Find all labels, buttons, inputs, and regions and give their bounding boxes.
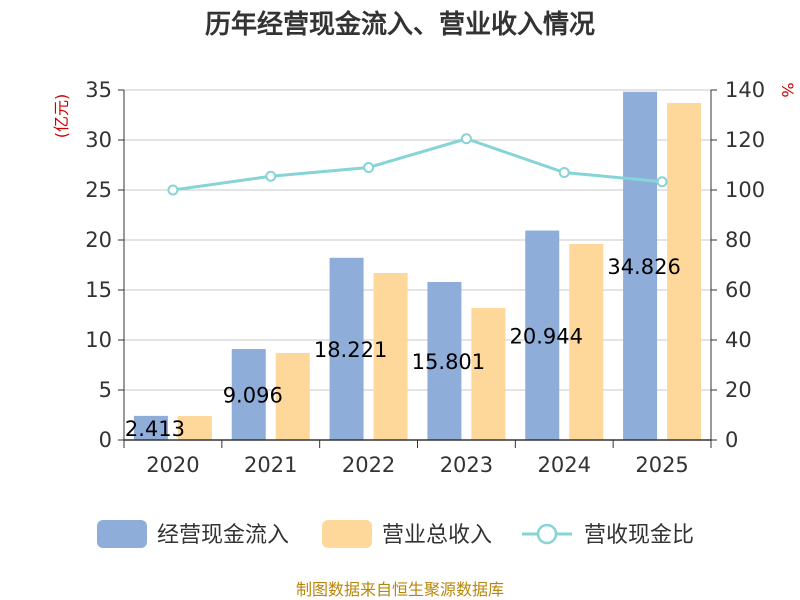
- x-tick-label: 2020: [146, 453, 199, 477]
- x-tick-label: 2022: [342, 453, 395, 477]
- bar-data-label: 15.801: [412, 350, 485, 374]
- ratio-point: [265, 170, 277, 182]
- ratio-point: [656, 176, 668, 188]
- line-layer: [167, 133, 668, 196]
- ratio-point: [460, 133, 472, 145]
- ratio-line: [172, 137, 663, 192]
- left-tick-label: 15: [85, 278, 112, 302]
- right-tick-label: 100: [725, 178, 765, 202]
- bar-revenue: [373, 273, 408, 440]
- left-tick-label: 30: [85, 128, 112, 152]
- legend-label: 营业总收入: [382, 523, 492, 548]
- left-axis-unit: (亿元): [52, 94, 71, 139]
- bar-revenue: [177, 416, 212, 440]
- ratio-point: [167, 184, 179, 196]
- bar-data-label: 18.221: [314, 338, 387, 362]
- bar-data-label: 34.826: [607, 255, 680, 279]
- bar-revenue: [569, 244, 604, 440]
- legend-swatch: [322, 520, 372, 548]
- right-axis-unit: %: [778, 82, 797, 97]
- source-note: 制图数据来自恒生聚源数据库: [296, 580, 504, 599]
- bar-revenue: [667, 103, 702, 440]
- ratio-point: [558, 167, 570, 178]
- bar-data-label: 20.944: [510, 324, 583, 348]
- bar-cash-inflow: [231, 349, 266, 440]
- bar-cash-inflow: [525, 230, 560, 440]
- bar-revenue: [471, 308, 506, 440]
- ratio-point: [363, 162, 375, 173]
- bar-revenue: [275, 353, 310, 440]
- bar-data-label: 9.096: [223, 384, 283, 408]
- x-tick-label: 2023: [440, 453, 493, 477]
- left-tick-label: 5: [99, 378, 112, 402]
- left-tick-label: 0: [99, 428, 112, 452]
- chart-title: 历年经营现金流入、营业收入情况: [205, 9, 595, 40]
- legend-label: 营收现金比: [584, 523, 694, 548]
- legend-label: 经营现金流入: [157, 523, 289, 548]
- x-tick-label: 2025: [635, 453, 688, 477]
- bars-layer: [133, 91, 702, 441]
- bar-data-label: 2.413: [125, 417, 185, 441]
- legend-line-marker: [536, 523, 558, 545]
- legend: 经营现金流入 营业总收入 营收现金比: [97, 520, 694, 548]
- right-tick-label: 140: [725, 78, 765, 102]
- grid-lines: [124, 89, 711, 391]
- data-labels-layer: 2.413 9.096 18.221 15.801 20.944 34.826: [125, 255, 681, 441]
- right-tick-label: 0: [725, 428, 738, 452]
- right-tick-label: 60: [725, 278, 752, 302]
- x-tick-label: 2021: [244, 453, 297, 477]
- right-tick-label: 40: [725, 328, 752, 352]
- bar-cash-inflow: [623, 91, 658, 441]
- bar-cash-inflow: [427, 281, 462, 440]
- right-tick-label: 20: [725, 378, 752, 402]
- legend-swatch: [97, 520, 147, 548]
- right-tick-label: 80: [725, 228, 752, 252]
- right-tick-label: 120: [725, 128, 765, 152]
- left-tick-label: 35: [85, 78, 112, 102]
- left-tick-label: 20: [85, 228, 112, 252]
- x-tick-label: 2024: [538, 453, 591, 477]
- left-tick-label: 25: [85, 178, 112, 202]
- bar-cash-inflow: [133, 415, 168, 440]
- bar-cash-inflow: [329, 257, 364, 440]
- left-tick-label: 10: [85, 328, 112, 352]
